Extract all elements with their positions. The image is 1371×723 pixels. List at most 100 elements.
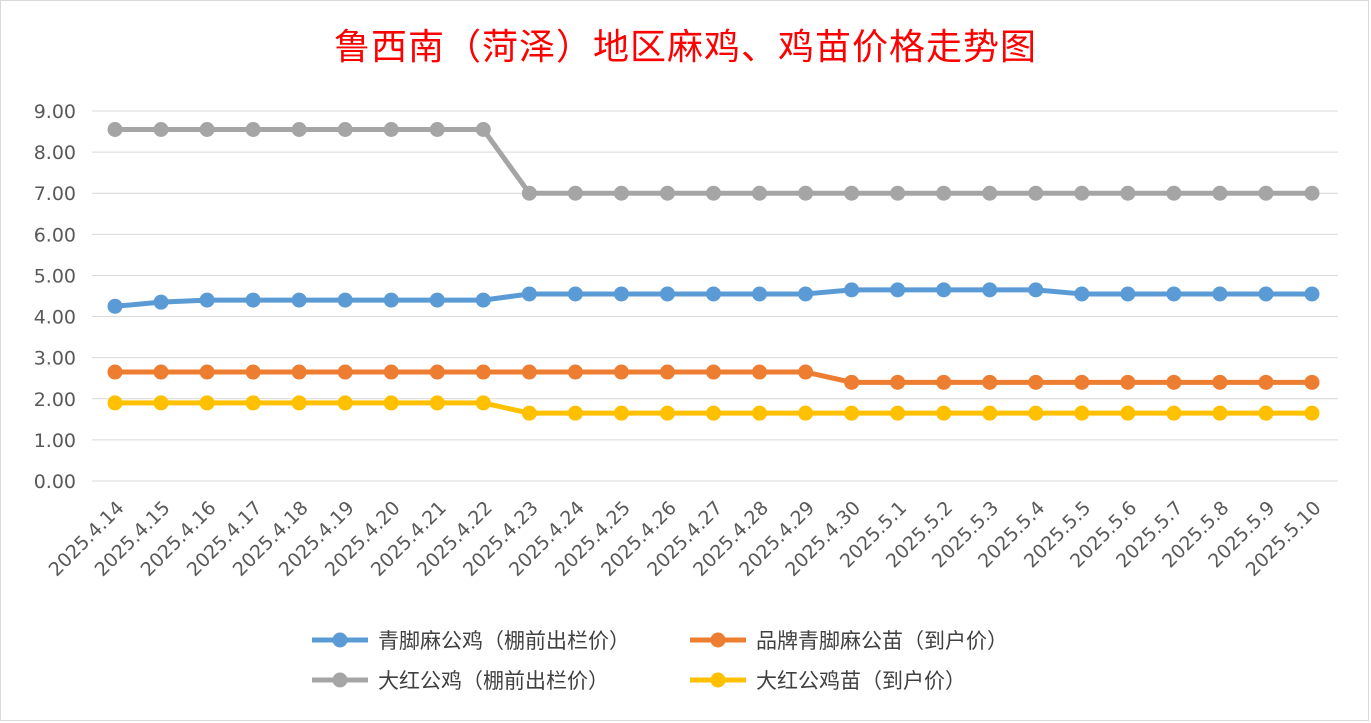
data-point [890,282,906,298]
data-point [798,364,814,380]
data-point [982,282,998,298]
y-axis-ticks: 0.00 1.00 2.00 3.00 4.00 5.00 6.00 7.00 8.00 9.00 [34,101,76,493]
legend-label: 大红公鸡（棚前出栏价） [378,669,609,693]
data-point [475,395,491,411]
legend: 青脚麻公鸡（棚前出栏价） 品牌青脚麻公苗（到户价） 大红公鸡（棚前出栏价） 大红公鸡苗… [312,629,1008,693]
y-tick-label: 3.00 [34,348,76,370]
data-point [1120,405,1136,421]
data-point [982,374,998,390]
data-point [844,185,860,201]
data-point [245,292,261,308]
data-point [383,395,399,411]
data-point [567,185,583,201]
legend-swatch-marker [332,672,348,688]
data-point [798,286,814,302]
data-point [199,122,215,137]
data-point [153,294,169,310]
data-point [245,122,261,137]
data-point [567,286,583,302]
data-point [798,185,814,201]
data-point [475,364,491,380]
data-point [199,395,215,411]
data-point [1028,374,1044,390]
data-point [521,364,537,380]
data-point [1304,286,1320,302]
y-tick-label: 2.00 [34,389,76,411]
legend-label: 青脚麻公鸡（棚前出栏价） [378,629,630,653]
data-point [844,405,860,421]
data-point [521,405,537,421]
data-point [1258,185,1274,201]
data-point [1304,374,1320,390]
legend-item: 大红公鸡（棚前出栏价） [312,669,609,693]
grid-lines [92,110,1338,482]
data-point [706,185,721,201]
data-point [613,405,629,421]
data-point [245,364,261,380]
y-tick-label: 0.00 [34,471,76,493]
data-point [429,292,445,308]
data-point [153,364,169,380]
data-point [982,405,998,421]
data-point [429,122,445,137]
data-point [890,405,906,421]
data-point [752,405,768,421]
y-tick-label: 1.00 [34,430,76,452]
data-point [291,122,307,137]
data-point [429,395,445,411]
data-point [1166,286,1182,302]
series-3 [107,395,1320,421]
data-point [291,292,307,308]
data-point [659,405,675,421]
data-point [107,122,123,137]
series-lines [107,122,1320,421]
data-point [521,185,537,201]
data-point [613,185,629,201]
data-point [337,292,353,308]
data-point [982,185,998,201]
data-point [1212,185,1228,201]
data-point [844,282,860,298]
legend-swatch-marker [710,672,726,688]
data-point [567,405,583,421]
data-point [659,185,675,201]
data-point [1304,405,1320,421]
data-point [567,364,583,380]
data-point [383,122,399,137]
legend-swatch-marker [332,632,348,648]
data-point [1212,374,1228,390]
data-point [1258,286,1274,302]
series-2 [107,122,1320,201]
y-tick-label: 5.00 [34,265,76,287]
chart-title: 鲁西南（菏泽）地区麻鸡、鸡苗价格走势图 [333,27,1037,68]
data-point [337,122,353,137]
x-axis-ticks: 2025.4.142025.4.152025.4.162025.4.172025… [45,497,1326,581]
data-point [1074,286,1090,302]
data-point [1212,286,1228,302]
data-point [1166,185,1182,201]
data-point [936,374,952,390]
data-point [199,364,215,380]
data-point [659,364,675,380]
data-point [291,395,307,411]
data-point [1028,282,1044,298]
data-point [752,364,768,380]
data-point [613,364,629,380]
data-point [752,286,768,302]
data-point [1166,405,1182,421]
data-point [383,364,399,380]
series-line [112,127,1315,196]
y-tick-label: 8.00 [34,142,76,164]
series-0 [107,282,1320,314]
y-tick-label: 9.00 [34,101,76,123]
data-point [383,292,399,308]
data-point [1028,405,1044,421]
data-point [890,374,906,390]
data-point [291,364,307,380]
data-point [337,364,353,380]
data-point [752,185,768,201]
legend-item: 品牌青脚麻公苗（到户价） [690,629,1008,653]
series-1 [107,364,1320,390]
data-point [1120,374,1136,390]
